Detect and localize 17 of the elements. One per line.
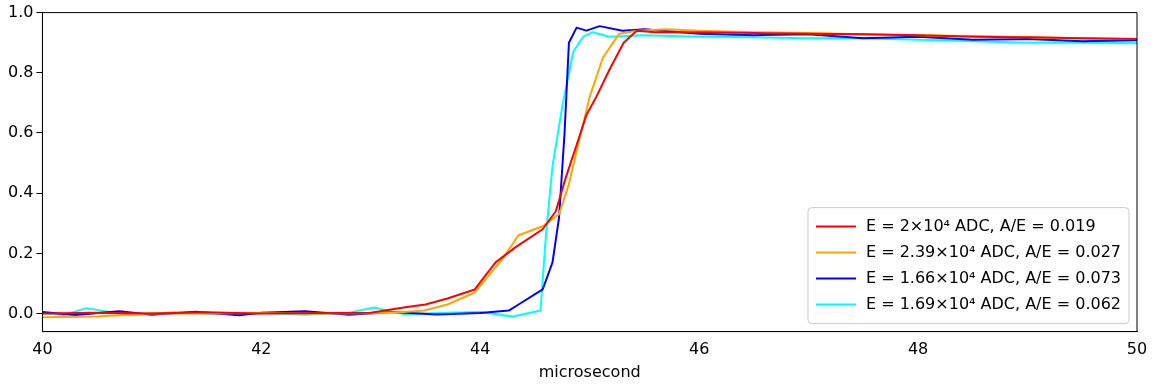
x-tick-label: 40 bbox=[32, 339, 53, 359]
y-tick-label: 0.4 bbox=[7, 182, 34, 202]
y-tick-label: 0.0 bbox=[7, 302, 34, 322]
y-tick-label: 0.8 bbox=[7, 61, 34, 81]
x-tick-label: 50 bbox=[1126, 339, 1148, 359]
x-axis-title: microsecond bbox=[538, 361, 641, 381]
y-tick-label: 0.2 bbox=[7, 242, 34, 262]
y-tick-label: 0.6 bbox=[7, 122, 34, 142]
legend-label: E = 2.39×10⁴ ADC, A/E = 0.027 bbox=[865, 241, 1121, 261]
legend-label: E = 2×10⁴ ADC, A/E = 0.019 bbox=[865, 215, 1096, 235]
x-tick-label: 48 bbox=[907, 339, 929, 359]
x-tick-label: 42 bbox=[251, 339, 272, 359]
legend-label: E = 1.69×10⁴ ADC, A/E = 0.062 bbox=[865, 293, 1121, 313]
y-tick-label: 1.0 bbox=[7, 1, 34, 21]
x-tick-label: 46 bbox=[689, 339, 710, 359]
x-tick-label: 44 bbox=[470, 339, 491, 359]
legend-label: E = 1.66×10⁴ ADC, A/E = 0.073 bbox=[865, 267, 1121, 287]
